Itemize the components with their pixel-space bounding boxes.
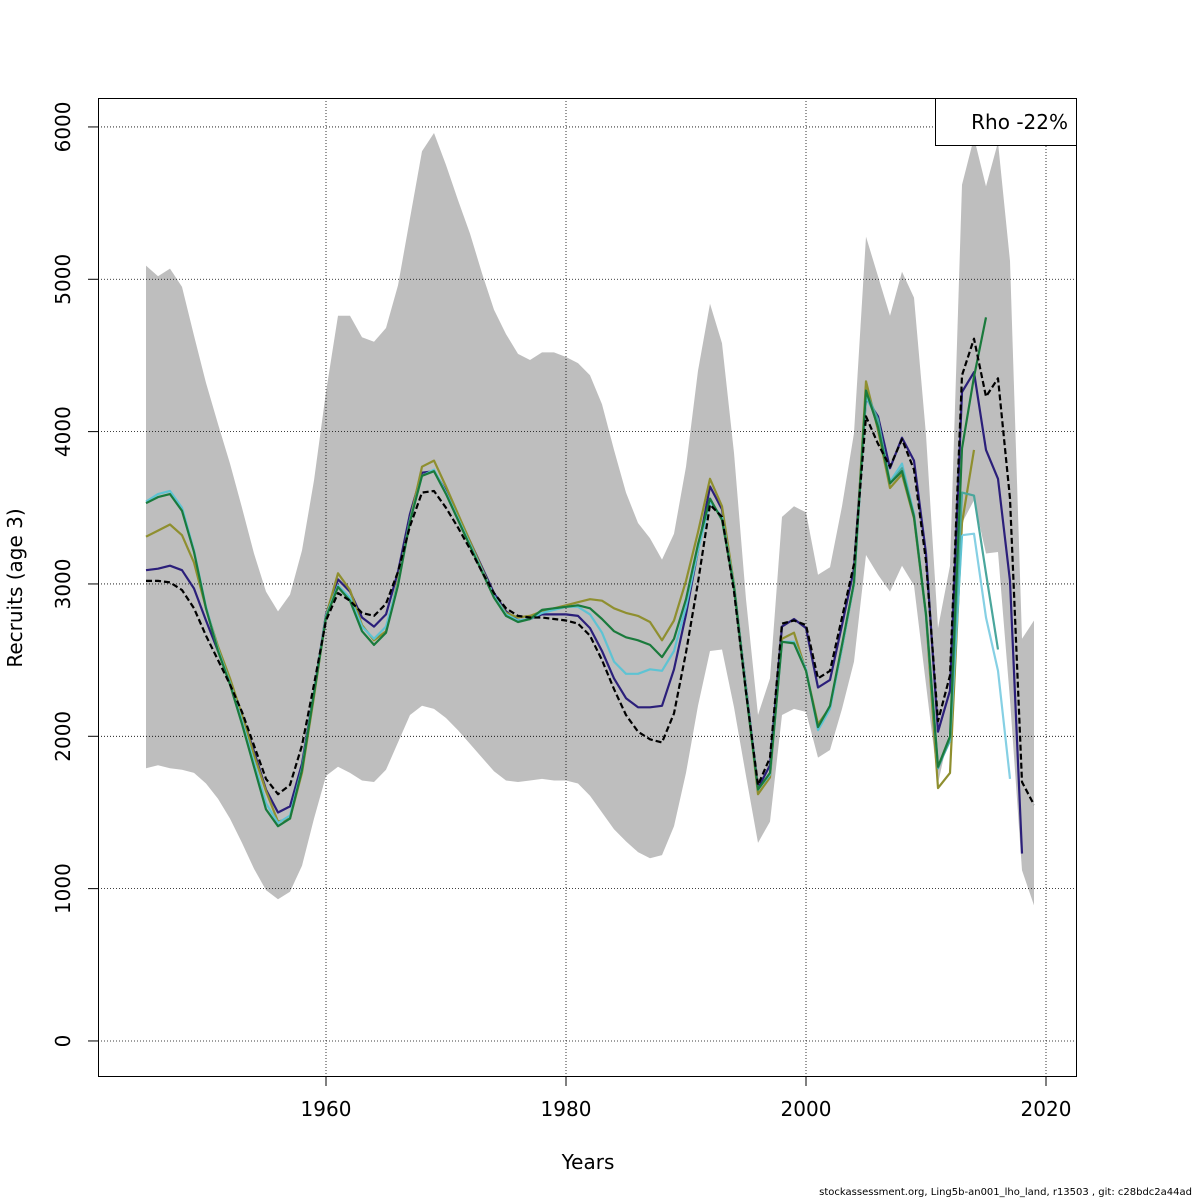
x-tick-label: 1980 xyxy=(541,1097,592,1121)
y-tick-label: 2000 xyxy=(51,711,75,762)
y-axis-title: Recruits (age 3) xyxy=(3,508,27,667)
series-line-green xyxy=(145,317,988,828)
y-tick-label: 6000 xyxy=(51,101,75,152)
confidence-band-layer xyxy=(146,133,1034,906)
y-axis: 0 1000 2000 3000 4000 5000 6000 xyxy=(51,101,98,1047)
series-layer xyxy=(145,317,1035,854)
y-tick-label: 3000 xyxy=(51,559,75,610)
x-tick-label: 2000 xyxy=(781,1097,832,1121)
y-tick-label: 0 xyxy=(51,1035,75,1048)
legend: Rho -22% xyxy=(935,98,1077,146)
grid-layer xyxy=(98,98,1076,1076)
footer-credit: stockassessment.org, Ling5b-an001_lho_la… xyxy=(819,1187,1192,1198)
y-tick-label: 5000 xyxy=(51,254,75,305)
legend-box xyxy=(935,98,1077,146)
x-axis-title: Years xyxy=(561,1150,615,1174)
confidence-band xyxy=(146,133,1034,906)
x-axis: 1960 1980 2000 2020 xyxy=(301,1076,1072,1121)
series-line-cyan xyxy=(145,395,964,825)
reference-dashed-line xyxy=(146,337,1035,806)
legend-text: Rho -22% xyxy=(971,110,1068,134)
x-tick-label: 1960 xyxy=(301,1097,352,1121)
y-tick-label: 1000 xyxy=(51,863,75,914)
x-tick-label: 2020 xyxy=(1021,1097,1072,1121)
plot-frame xyxy=(98,98,1077,1077)
series-line-light_blue xyxy=(961,532,1012,780)
y-tick-label: 4000 xyxy=(51,406,75,457)
